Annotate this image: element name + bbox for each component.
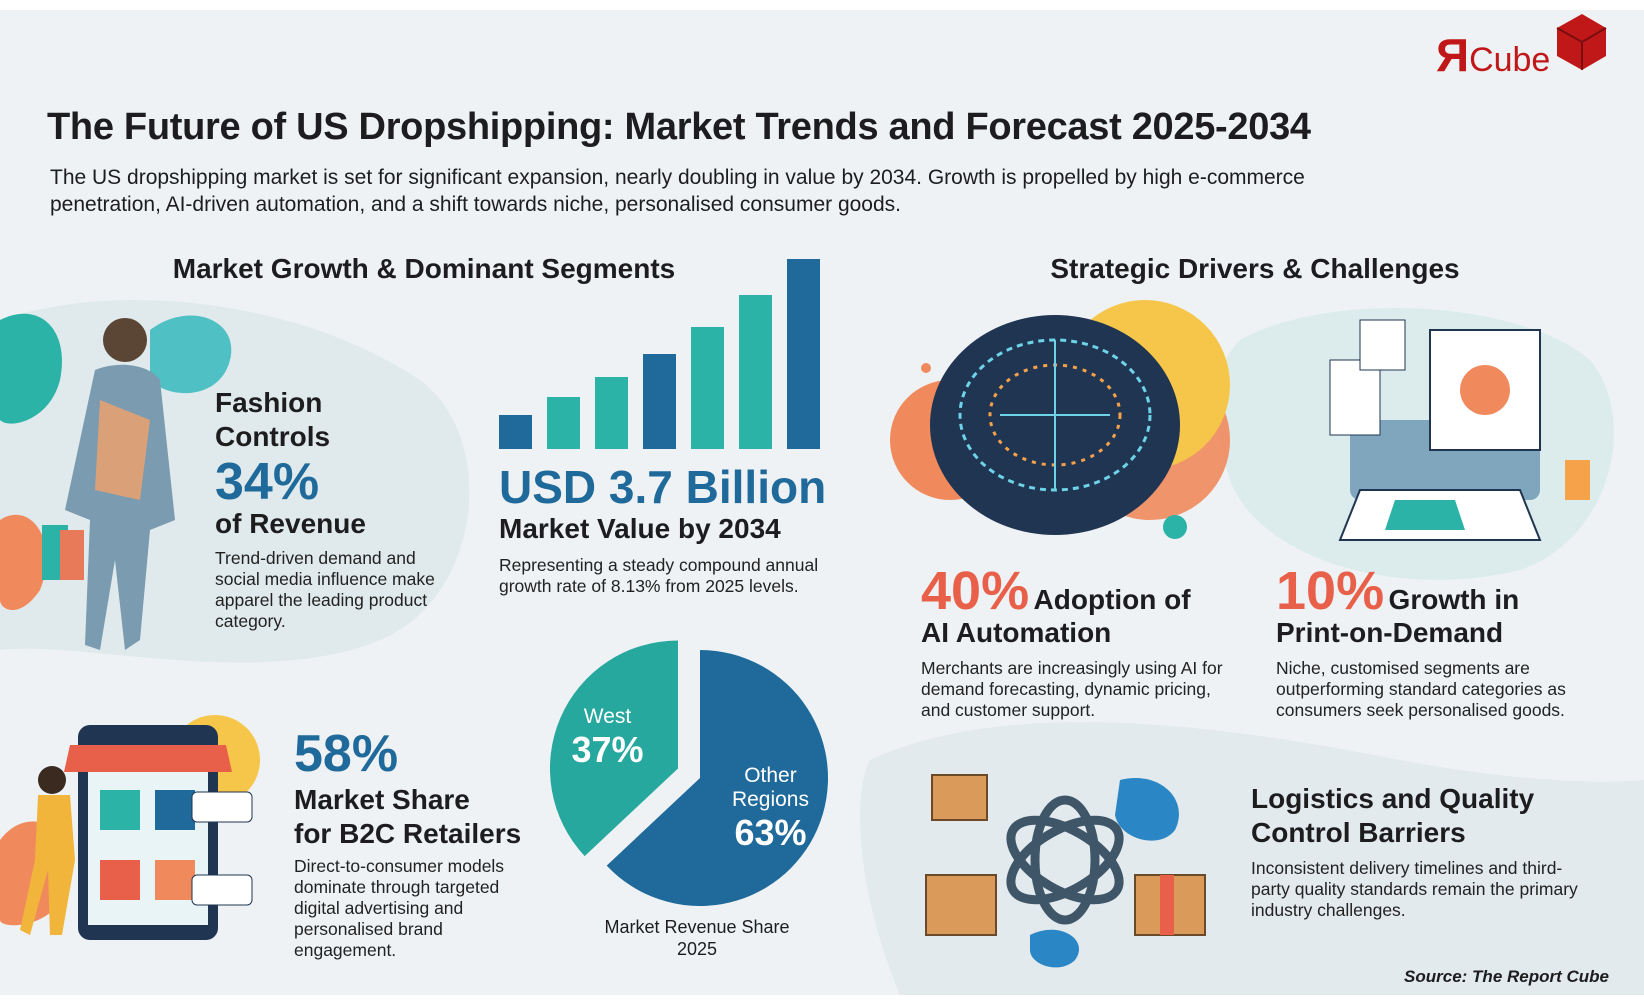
- fashion-description: Trend-driven demand and social media inf…: [215, 548, 435, 631]
- pie-label: West 37%: [552, 705, 662, 771]
- bar: [643, 354, 676, 449]
- blob: [0, 313, 62, 424]
- market-value-label: Market Value by 2034: [499, 513, 781, 544]
- blob: [1115, 778, 1179, 841]
- b2c-label: for B2C Retailers: [294, 818, 522, 849]
- ai-label: Adoption of: [1033, 584, 1191, 615]
- b2c-description: Direct-to-consumer models dominate throu…: [294, 856, 505, 960]
- b2c-stat: 58%: [294, 725, 399, 783]
- product: [155, 860, 195, 900]
- logo-mark: Я: [1436, 29, 1470, 81]
- speech-bubble: [191, 791, 253, 823]
- speech-bubble: [191, 874, 253, 906]
- logo-cube-edge: [1556, 27, 1607, 70]
- b2c-label: Market Share: [294, 784, 470, 815]
- source: Source: The Report Cube: [1404, 967, 1609, 986]
- pie-slice-value: 63%: [734, 811, 807, 853]
- boxes: [925, 774, 1206, 936]
- awning: [64, 745, 232, 772]
- ai-heading: 40% Adoption of: [921, 560, 1191, 622]
- ai-description: Merchants are increasingly using AI for …: [921, 658, 1223, 720]
- tablet-screen: [88, 760, 208, 925]
- section-heading: Strategic Drivers & Challenges: [1050, 253, 1460, 284]
- pie-chart: [549, 640, 829, 906]
- logistics-description: Inconsistent delivery timelines and thir…: [1251, 858, 1578, 920]
- card: [1359, 319, 1406, 371]
- dot: [1163, 515, 1187, 539]
- logistics-title: Control Barriers: [1251, 817, 1466, 848]
- blob: [0, 514, 47, 610]
- pie-slice: [606, 650, 829, 906]
- section-heading: Market Growth & Dominant Segments: [172, 253, 676, 284]
- growth-bars: [499, 259, 820, 449]
- bar: [787, 259, 820, 449]
- blob: [1030, 929, 1079, 968]
- product: [155, 790, 195, 830]
- pie-label: Other Regions 63%: [715, 764, 825, 854]
- fashion-title: Controls: [215, 421, 331, 452]
- bar: [547, 397, 580, 449]
- bar: [691, 327, 724, 449]
- blob: [150, 315, 232, 394]
- product: [100, 790, 140, 830]
- bar: [595, 377, 628, 449]
- pod-label: Growth in: [1388, 584, 1520, 615]
- pie-slice-value: 37%: [571, 728, 644, 770]
- pencil-cup: [1565, 460, 1590, 500]
- pie-caption: 2025: [676, 939, 718, 959]
- pod-heading: 10% Growth in: [1276, 560, 1519, 622]
- pie-slice: [549, 640, 678, 857]
- bar: [499, 415, 532, 449]
- blob: [860, 722, 1644, 995]
- person-head: [38, 766, 66, 794]
- subtitle: The US dropshipping market is set for si…: [50, 166, 1305, 216]
- pie-slice-name: West: [583, 704, 632, 728]
- market-value: USD 3.7 Billion: [499, 461, 827, 513]
- pod-description: Niche, customised segments are outperfor…: [1276, 658, 1566, 720]
- logo: ЯCube: [1436, 28, 1550, 82]
- dot: [921, 363, 931, 373]
- pod-label: Print-on-Demand: [1276, 617, 1504, 648]
- fashion-title: Fashion: [215, 387, 323, 418]
- pie-slice-name: Other Regions: [731, 763, 809, 811]
- circuit: [1000, 340, 1110, 490]
- bag: [60, 530, 84, 580]
- card: [1329, 359, 1381, 436]
- pod-stat: 10%: [1276, 561, 1385, 621]
- market-value-description: Representing a steady compound annual gr…: [499, 555, 819, 596]
- fashion-stat-label: of Revenue: [215, 508, 366, 539]
- logo-text: Cube: [1469, 41, 1551, 79]
- logistics-title: Logistics and Quality: [1251, 783, 1535, 814]
- knot: [1006, 795, 1124, 925]
- person: [20, 795, 75, 935]
- print-design: [1460, 365, 1510, 415]
- tshirt: [1385, 500, 1465, 530]
- pie-caption: Market Revenue Share: [604, 917, 790, 937]
- ai-stat: 40%: [921, 561, 1030, 621]
- title: The Future of US Dropshipping: Market Tr…: [47, 106, 1311, 148]
- product: [100, 860, 140, 900]
- bar: [739, 295, 772, 449]
- woman-head: [103, 318, 147, 362]
- fashion-stat: 34%: [215, 453, 320, 511]
- woman-pattern: [95, 400, 150, 500]
- ai-label: AI Automation: [921, 617, 1112, 648]
